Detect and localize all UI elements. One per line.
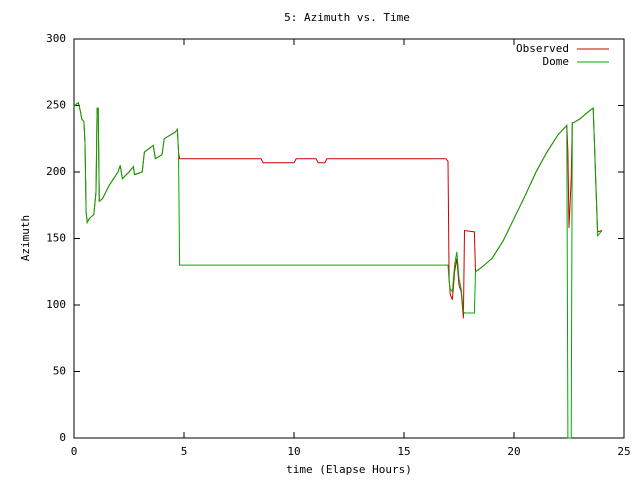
legend-label: Dome bbox=[543, 55, 570, 68]
y-tick-label: 50 bbox=[53, 365, 66, 378]
x-tick-label: 20 bbox=[507, 445, 520, 458]
x-tick-label: 25 bbox=[617, 445, 630, 458]
x-tick-label: 10 bbox=[287, 445, 300, 458]
y-tick-label: 300 bbox=[46, 32, 66, 45]
y-tick-label: 0 bbox=[59, 431, 66, 444]
y-tick-label: 100 bbox=[46, 298, 66, 311]
x-tick-label: 15 bbox=[397, 445, 410, 458]
y-axis-label: Azimuth bbox=[19, 215, 32, 261]
x-axis-label: time (Elapse Hours) bbox=[286, 463, 412, 476]
series-line bbox=[73, 102, 603, 439]
y-tick-label: 200 bbox=[46, 165, 66, 178]
chart-title: 5: Azimuth vs. Time bbox=[284, 11, 410, 24]
x-tick-label: 0 bbox=[71, 445, 78, 458]
series-line bbox=[73, 102, 603, 319]
x-tick-label: 5 bbox=[181, 445, 188, 458]
y-tick-label: 150 bbox=[46, 232, 66, 245]
legend-label: Observed bbox=[516, 42, 569, 55]
plot-frame bbox=[73, 38, 625, 439]
y-tick-label: 250 bbox=[46, 99, 66, 112]
